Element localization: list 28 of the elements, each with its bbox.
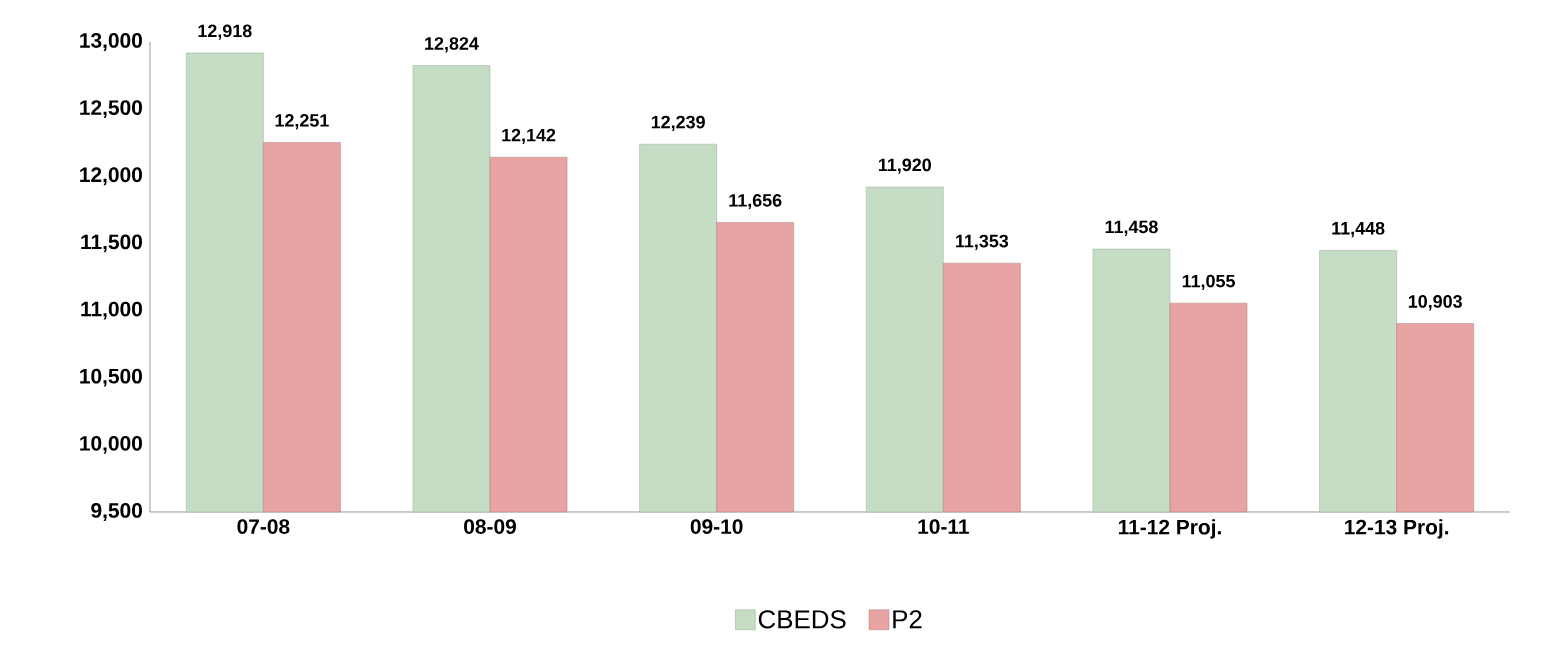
y-tick-label: 10,500 [80, 368, 142, 387]
data-label: 12,239 [651, 115, 705, 132]
y-tick-label: 12,000 [80, 167, 142, 186]
data-label: 11,353 [956, 234, 1009, 250]
y-tick-label: 13,000 [80, 33, 142, 51]
legend-label: P2 [893, 610, 922, 629]
x-tick-label: 10-11 [918, 519, 969, 534]
data-label: 12,824 [425, 37, 479, 53]
x-tick-label: 08-09 [464, 519, 516, 534]
y-tick-label: 10,000 [80, 435, 142, 454]
y-tick-label: 12,500 [80, 100, 142, 119]
legend-label: CBEDS [758, 610, 846, 629]
y-tick-label: 11,500 [81, 234, 142, 253]
data-label: 11,458 [1105, 220, 1158, 236]
data-label: 12,251 [275, 114, 329, 130]
x-tick-label: 07-08 [237, 519, 290, 534]
data-label: 12,142 [502, 128, 556, 145]
x-tick-label: 09-10 [690, 519, 743, 534]
data-label: 11,656 [729, 193, 782, 210]
data-label: 12,918 [198, 24, 252, 40]
data-label: 11,448 [1332, 221, 1385, 238]
data-label: 11,920 [878, 158, 931, 174]
data-label: 11,055 [1182, 274, 1235, 290]
y-tick-label: 9,500 [91, 503, 142, 521]
x-tick-label: 12-13 Proj. [1345, 519, 1449, 539]
data-label: 10,903 [1408, 295, 1462, 311]
y-tick-label: 11,000 [81, 301, 142, 320]
x-tick-label: 11-12 Proj. [1118, 519, 1221, 539]
